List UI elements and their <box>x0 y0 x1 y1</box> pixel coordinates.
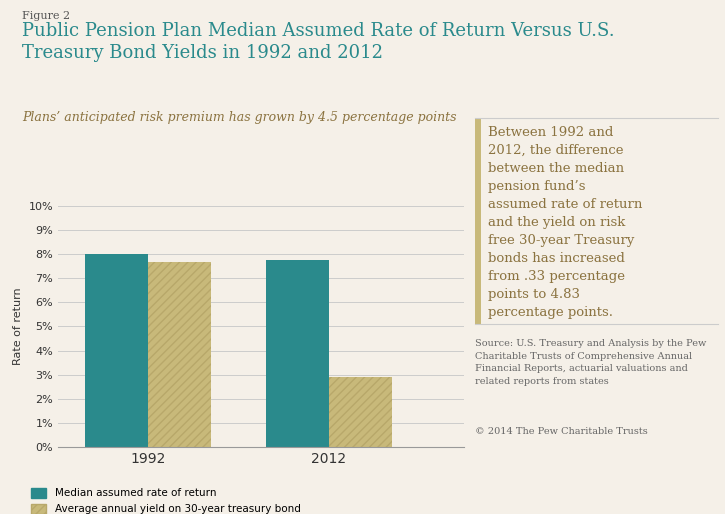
Text: Between 1992 and
2012, the difference
between the median
pension fund’s
assumed : Between 1992 and 2012, the difference be… <box>488 126 642 319</box>
Text: Plans’ anticipated risk premium has grown by 4.5 percentage points: Plans’ anticipated risk premium has grow… <box>22 111 456 123</box>
Bar <box>265 260 328 447</box>
Bar <box>85 254 148 447</box>
Legend: Median assumed rate of return, Average annual yield on 30-year treasury bond: Median assumed rate of return, Average a… <box>30 487 301 514</box>
Text: © 2014 The Pew Charitable Trusts: © 2014 The Pew Charitable Trusts <box>475 427 647 436</box>
Bar <box>148 262 212 447</box>
Y-axis label: Rate of return: Rate of return <box>13 287 23 365</box>
Text: Figure 2: Figure 2 <box>22 11 70 21</box>
Text: Source: U.S. Treasury and Analysis by the Pew
Charitable Trusts of Comprehensive: Source: U.S. Treasury and Analysis by th… <box>475 339 706 386</box>
Text: Public Pension Plan Median Assumed Rate of Return Versus U.S.
Treasury Bond Yiel: Public Pension Plan Median Assumed Rate … <box>22 22 614 62</box>
Bar <box>328 377 392 447</box>
